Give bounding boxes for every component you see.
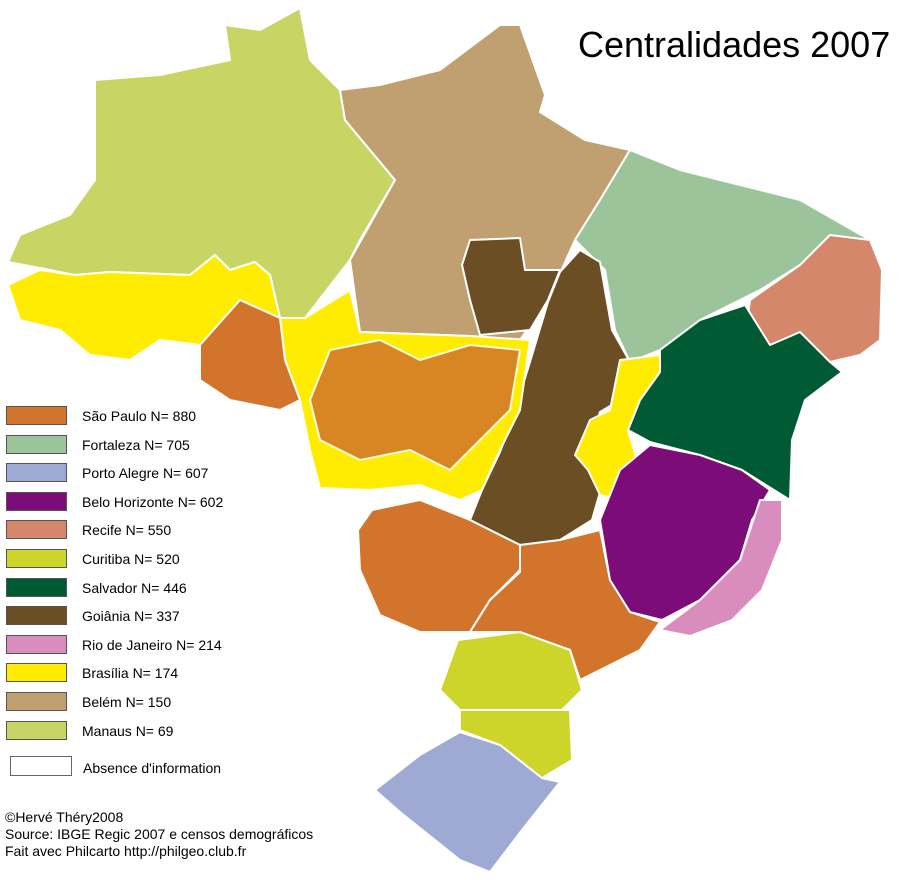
legend-swatch	[6, 406, 67, 425]
legend-label: Salvador N= 446	[82, 579, 187, 596]
legend-swatch	[6, 463, 67, 483]
legend-item: Manaus N= 69	[6, 720, 336, 743]
legend-label: Manaus N= 69	[82, 722, 174, 739]
region-sao-paulo-mt	[309, 339, 521, 471]
legend-item: Belo Horizonte N= 602	[6, 491, 336, 514]
legend-swatch	[6, 634, 67, 654]
legend-swatch	[6, 606, 67, 626]
legend-label: Belém N= 150	[82, 694, 172, 710]
credit-tool: Fait avec Philcarto http://philgeo.club.…	[5, 843, 247, 859]
region-goiania-para	[461, 237, 561, 336]
credits: ©Hervé Théry2008 Source: IBGE Regic 2007…	[5, 809, 313, 860]
legend-item: Porto Alegre N= 607	[6, 463, 336, 485]
region-belo-horizonte	[599, 444, 771, 621]
region-sao-paulo	[469, 529, 661, 681]
legend-label: Fortaleza N= 705	[82, 436, 190, 453]
legend-swatch	[6, 720, 67, 740]
legend-swatch	[6, 434, 67, 454]
legend-label-absence: Absence d'information	[83, 760, 222, 776]
legend-swatch	[6, 663, 67, 683]
legend-label: Recife N= 550	[82, 522, 172, 539]
region-sao-paulo-rondonia	[199, 299, 301, 411]
region-porto-alegre	[374, 731, 561, 873]
region-rio-de-janeiro	[659, 499, 783, 637]
legend-swatch-absence	[10, 756, 72, 776]
legend-item: Recife N= 550	[6, 520, 336, 542]
legend-label: Rio de Janeiro N= 214	[82, 636, 222, 653]
legend-swatch	[6, 491, 67, 511]
legend-item: Belém N= 150	[6, 692, 336, 714]
legend-item: São Paulo N= 880	[6, 406, 336, 428]
legend-label: São Paulo N= 880	[82, 408, 197, 424]
legend-swatch	[6, 549, 67, 568]
map-title: Centralidades 2007	[578, 24, 891, 65]
legend-item: Rio de Janeiro N= 214	[6, 634, 336, 657]
legend-item: Brasília N= 174	[6, 663, 336, 685]
legend-label: Porto Alegre N= 607	[82, 465, 209, 482]
legend-swatch	[6, 692, 67, 711]
legend-item: Fortaleza N= 705	[6, 434, 336, 457]
legend-label: Belo Horizonte N= 602	[82, 493, 224, 510]
credit-author: ©Hervé Théry2008	[5, 809, 124, 825]
legend-label: Brasília N= 174	[82, 665, 179, 682]
legend-swatch	[6, 577, 67, 597]
legend-label: Curitiba N= 520	[82, 551, 180, 567]
legend-item: Curitiba N= 520	[6, 549, 336, 571]
legend-item: Goiânia N= 337	[6, 606, 336, 628]
legend-item: Salvador N= 446	[6, 577, 336, 600]
legend-label: Goiânia N= 337	[82, 608, 180, 625]
credit-source: Source: IBGE Regic 2007 e censos demográ…	[5, 826, 314, 842]
legend-swatch	[6, 520, 67, 540]
